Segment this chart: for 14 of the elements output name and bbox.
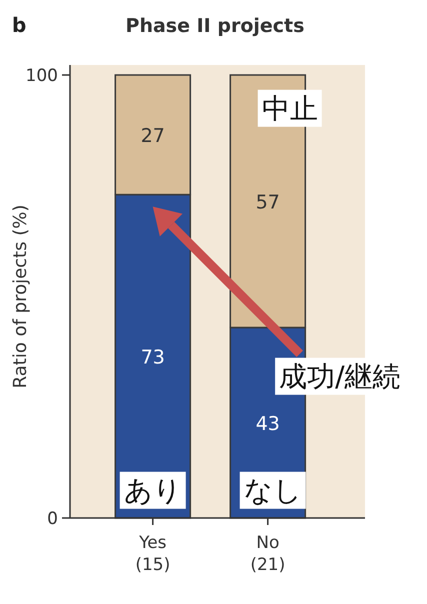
y-tick-label: 100 — [26, 66, 58, 86]
data-label: 73 — [140, 346, 165, 368]
text: b — [12, 13, 26, 37]
x-tick-label: Yes (15) — [135, 533, 170, 575]
y-axis-title: Ratio of projects (%) — [10, 204, 31, 388]
x-tick-label: No (21) — [250, 533, 286, 575]
chart-title: Phase II projects — [126, 15, 304, 37]
y-tick-label: 0 — [47, 509, 58, 529]
data-label: 43 — [256, 412, 280, 435]
annotation: あり — [120, 472, 186, 509]
annotation: 中止 — [258, 90, 322, 127]
data-label: 27 — [140, 124, 165, 147]
data-label: 57 — [256, 191, 280, 214]
annotation: なし — [240, 472, 306, 509]
